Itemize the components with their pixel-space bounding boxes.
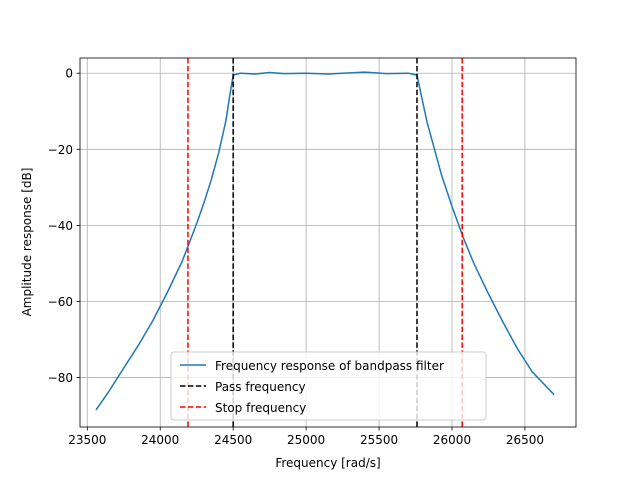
legend-label-pass-frequency: Pass frequency <box>215 380 306 394</box>
x-tick-label: 23500 <box>68 433 106 447</box>
legend-label-stop-frequency: Stop frequency <box>215 401 306 415</box>
y-tick-label: −20 <box>48 143 73 157</box>
x-tick-label: 24000 <box>141 433 179 447</box>
legend: Frequency response of bandpass filter Pa… <box>170 351 487 421</box>
y-axis-ticks: 0 −20 −40 −60 −80 <box>48 67 80 385</box>
y-axis-label: Amplitude response [dB] <box>20 168 34 317</box>
x-tick-label: 26000 <box>433 433 471 447</box>
x-tick-label: 26500 <box>506 433 544 447</box>
y-tick-label: −80 <box>48 371 73 385</box>
legend-label-frequency-response: Frequency response of bandpass filter <box>215 359 444 373</box>
x-tick-label: 24500 <box>214 433 252 447</box>
x-tick-label: 25000 <box>287 433 325 447</box>
series-layer <box>95 58 555 427</box>
legend-box <box>170 351 487 421</box>
x-tick-label: 25500 <box>360 433 398 447</box>
plot-frame <box>79 57 577 428</box>
x-axis-ticks: 23500 24000 24500 25000 25500 26000 26500 <box>68 427 544 447</box>
x-axis-label: Frequency [rad/s] <box>275 456 380 470</box>
y-tick-label: −60 <box>48 295 73 309</box>
y-tick-label: 0 <box>65 67 73 81</box>
y-tick-label: −40 <box>48 219 73 233</box>
